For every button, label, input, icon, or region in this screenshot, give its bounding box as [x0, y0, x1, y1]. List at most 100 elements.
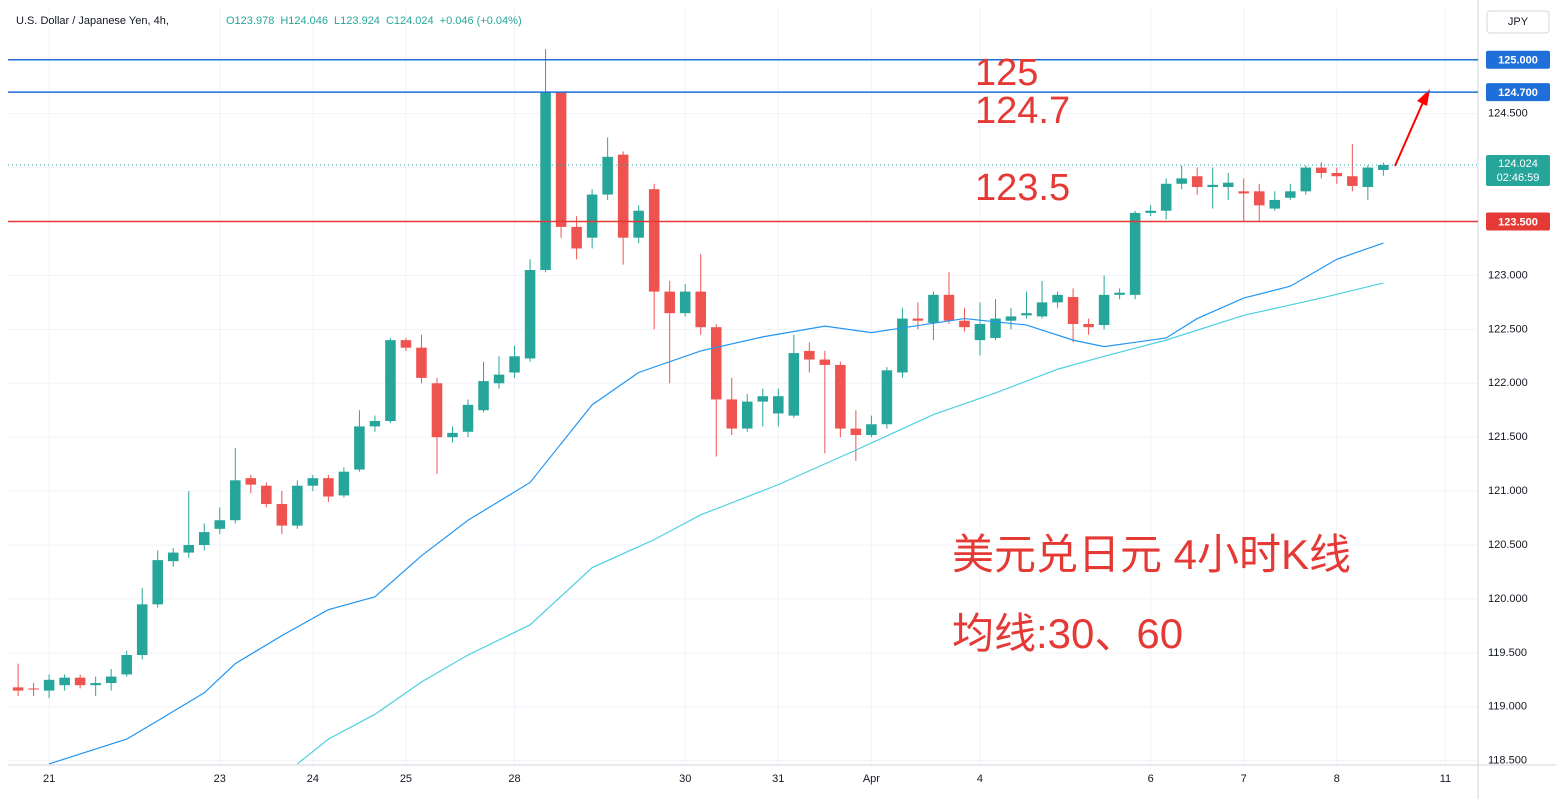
x-tick-label: 28	[508, 773, 520, 785]
candle-body	[230, 480, 241, 521]
candle-body	[679, 291, 691, 314]
candle-body	[617, 154, 629, 238]
candle-body	[307, 478, 319, 486]
symbol-title: U.S. Dollar / Japanese Yen, 4h,	[16, 15, 169, 27]
y-tick-label: 118.500	[1488, 755, 1527, 767]
candle-body	[1083, 323, 1094, 328]
candle-body	[1362, 167, 1374, 188]
candle-body	[726, 399, 738, 429]
candle-body	[28, 688, 39, 690]
candle-body	[586, 194, 598, 238]
x-tick-label: Apr	[863, 773, 880, 785]
candle-body	[695, 291, 706, 328]
candle-body	[819, 359, 831, 365]
candle-body	[152, 560, 163, 605]
x-tick-label: 24	[307, 773, 319, 785]
candle-body	[943, 294, 955, 321]
level-annotation: 125	[975, 52, 1038, 94]
candle-body	[105, 676, 117, 684]
candle-body	[509, 356, 520, 373]
candle-body	[400, 340, 412, 348]
candle-body	[1067, 296, 1079, 324]
candle-body	[1238, 191, 1250, 194]
candle-body	[912, 318, 924, 321]
candle-body	[1316, 167, 1327, 173]
candle-body	[447, 432, 458, 438]
level-annotation: 123.5	[975, 167, 1070, 209]
candle-body	[183, 545, 195, 553]
level-box	[1486, 212, 1550, 231]
ohlc-value: H124.046	[280, 15, 328, 27]
y-tick-label: 120.000	[1488, 593, 1528, 605]
candle-body	[90, 683, 101, 686]
candle-body	[1114, 292, 1125, 295]
candle-body	[1145, 210, 1156, 213]
candle-body	[710, 327, 722, 400]
candle-body	[928, 294, 939, 323]
x-tick-label: 23	[214, 773, 226, 785]
candle-body	[1269, 199, 1281, 209]
candle-body	[493, 374, 505, 384]
moving-average	[48, 242, 1384, 765]
plot-area	[12, 48, 1389, 765]
candle-body	[1253, 191, 1265, 206]
y-tick-label: 120.500	[1488, 539, 1528, 551]
x-tick-label: 30	[679, 773, 691, 785]
ohlc-value: L123.924	[334, 15, 380, 27]
currency-label[interactable]: JPY	[1508, 16, 1529, 28]
candle-body	[1300, 167, 1312, 192]
arrow	[1394, 99, 1425, 167]
candle-body	[323, 478, 334, 497]
annotation: 美元兑日元 4小时K线	[952, 531, 1351, 578]
level-label: 125.000	[1498, 55, 1538, 67]
candle-body	[773, 396, 784, 414]
candle-body	[648, 189, 660, 292]
candle-body	[1378, 165, 1389, 170]
y-tick-label: 123.000	[1488, 269, 1528, 281]
candle-body	[1347, 176, 1358, 186]
candle-body	[959, 320, 970, 328]
candle-body	[1052, 294, 1063, 303]
candle-body	[1160, 183, 1172, 211]
y-tick-label: 122.500	[1488, 323, 1528, 335]
level-annotation: 124.7	[975, 90, 1070, 132]
candle-body	[571, 226, 582, 249]
candle-body	[245, 478, 257, 485]
candle-body	[990, 318, 1001, 338]
currency-button[interactable]	[1486, 10, 1550, 34]
x-tick-label: 8	[1334, 773, 1340, 785]
candle-body	[43, 679, 55, 691]
candle-body	[850, 428, 862, 436]
candle-body	[1331, 172, 1343, 177]
x-tick-label: 11	[1440, 773, 1451, 785]
x-tick-label: 21	[43, 773, 55, 785]
candle-body	[804, 350, 815, 360]
candle-body	[167, 552, 179, 562]
level-label: 124.700	[1498, 87, 1538, 99]
candle-body	[1005, 316, 1017, 321]
y-tick-label: 122.000	[1488, 377, 1528, 389]
countdown: 02:46:59	[1497, 172, 1540, 184]
ohlc-value: +0.046 (+0.04%)	[440, 15, 522, 27]
x-tick-label: 31	[772, 773, 784, 785]
candle-body	[338, 471, 350, 496]
x-tick-label: 6	[1148, 773, 1154, 785]
candle-body	[462, 404, 474, 432]
candle-body	[1191, 176, 1203, 188]
candle-body	[431, 383, 443, 438]
y-tick-label: 119.000	[1488, 701, 1527, 713]
candle-body	[741, 401, 753, 429]
candle-body	[59, 677, 70, 686]
candle-body	[1098, 294, 1110, 326]
moving-average	[296, 282, 1384, 765]
candle-body	[974, 323, 986, 341]
candle-body	[1176, 178, 1187, 184]
y-tick-label: 121.500	[1488, 431, 1528, 443]
candle-body	[385, 340, 396, 422]
level-box	[1486, 50, 1550, 69]
candle-body	[835, 364, 846, 429]
y-tick-label: 124.500	[1488, 108, 1528, 120]
candle-body	[540, 92, 551, 271]
x-tick-label: 25	[400, 773, 412, 785]
